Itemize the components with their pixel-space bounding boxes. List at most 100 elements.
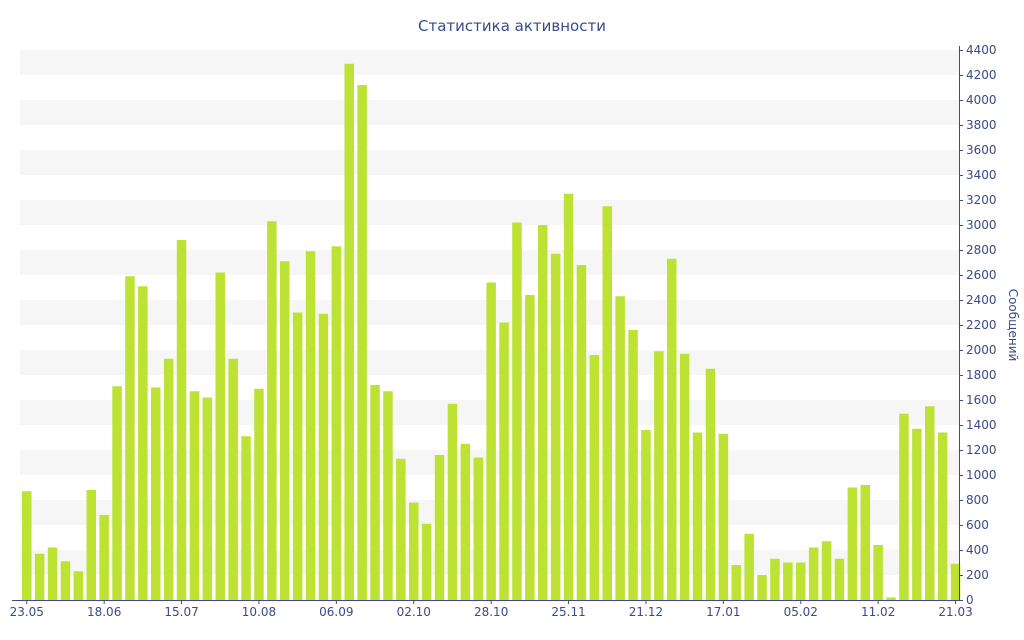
bar-series xyxy=(22,63,961,600)
y-tick-label: 2000 xyxy=(966,343,997,357)
bar xyxy=(808,547,819,600)
bar xyxy=(138,286,148,600)
chart-title: Статистика активности xyxy=(418,17,606,35)
bar xyxy=(615,296,625,600)
y-tick-label: 4200 xyxy=(966,68,997,82)
bar xyxy=(563,193,574,600)
bar xyxy=(641,430,651,600)
y-tick-label: 2800 xyxy=(966,243,997,257)
x-tick-label: 21.12 xyxy=(629,605,663,619)
bar xyxy=(305,251,316,600)
bar xyxy=(34,553,45,600)
bar xyxy=(434,455,445,600)
bar xyxy=(151,387,161,600)
x-tick-label: 02.10 xyxy=(397,605,431,619)
bar xyxy=(654,351,664,600)
x-tick-label: 06.09 xyxy=(319,605,353,619)
bar xyxy=(99,515,109,600)
bar xyxy=(280,261,290,600)
bar xyxy=(499,322,509,600)
bar xyxy=(421,523,432,600)
bar xyxy=(112,386,122,600)
y-tick-label: 1600 xyxy=(966,393,997,407)
y-tick-label: 200 xyxy=(966,568,989,582)
bar xyxy=(409,502,419,600)
bar xyxy=(292,312,303,600)
x-tick-label: 21.03 xyxy=(938,605,972,619)
bar xyxy=(705,368,716,600)
bar xyxy=(486,282,496,600)
bar xyxy=(847,487,858,600)
bar xyxy=(679,353,690,600)
y-tick-label: 600 xyxy=(966,518,989,532)
bar xyxy=(22,491,32,600)
y-tick-label: 2600 xyxy=(966,268,997,282)
grid-band xyxy=(20,150,959,175)
bar xyxy=(383,391,393,600)
x-tick-label: 28.10 xyxy=(474,605,508,619)
y-tick-label: 3400 xyxy=(966,168,997,182)
x-tick-label: 15.07 xyxy=(164,605,198,619)
x-tick-label: 23.05 xyxy=(10,605,44,619)
bar xyxy=(86,490,96,600)
y-axis-label: Сообщений xyxy=(1006,289,1020,362)
bar xyxy=(550,253,561,600)
bar xyxy=(47,547,58,600)
bar xyxy=(692,432,703,600)
bar xyxy=(912,428,922,600)
bar xyxy=(357,85,367,600)
x-tick-label: 10.08 xyxy=(242,605,276,619)
bar xyxy=(576,265,587,600)
bar xyxy=(538,225,548,600)
bar xyxy=(512,222,522,600)
y-tick-label: 1800 xyxy=(966,368,997,382)
bar xyxy=(241,436,251,600)
y-tick-label: 3000 xyxy=(966,218,997,232)
bar xyxy=(950,563,961,600)
bar xyxy=(899,413,909,600)
x-tick-label: 25.11 xyxy=(551,605,585,619)
bar xyxy=(770,558,780,600)
bar xyxy=(731,565,741,600)
y-tick-label: 800 xyxy=(966,493,989,507)
x-tick-label: 18.06 xyxy=(87,605,121,619)
bar xyxy=(718,433,729,600)
y-tick-label: 2200 xyxy=(966,318,997,332)
y-tick-label: 4400 xyxy=(966,43,997,57)
bar xyxy=(189,391,200,600)
grid-band xyxy=(20,250,959,275)
y-tick-label: 3800 xyxy=(966,118,997,132)
bar xyxy=(60,561,71,600)
grid-band xyxy=(20,50,959,75)
bar xyxy=(589,355,600,600)
bar xyxy=(73,571,84,600)
x-axis-ticks: 23.05 18.06 15.07 10.08 06.09 02.10 28.10 25.11… xyxy=(10,600,973,619)
bar xyxy=(821,541,832,600)
bar xyxy=(176,240,187,600)
bar xyxy=(937,432,948,600)
bar xyxy=(460,443,471,600)
bar xyxy=(834,558,845,600)
grid-band xyxy=(20,100,959,125)
bar xyxy=(667,258,677,600)
bar xyxy=(796,562,806,600)
y-axis-ticks: 0 200 400 600 800 1000 1200 1400 1600 1800 2000 220… xyxy=(959,43,997,607)
bar xyxy=(860,485,870,600)
y-tick-label: 400 xyxy=(966,543,989,557)
y-tick-label: 1000 xyxy=(966,468,997,482)
y-tick-label: 0 xyxy=(966,593,974,607)
bar xyxy=(602,206,612,600)
bar xyxy=(267,221,277,600)
bar xyxy=(215,272,225,600)
bar xyxy=(370,385,380,600)
bar xyxy=(783,562,793,600)
bar xyxy=(396,458,406,600)
bar xyxy=(744,533,754,600)
bar xyxy=(331,246,342,600)
grid-band xyxy=(20,200,959,225)
x-tick-label: 17.01 xyxy=(706,605,740,619)
bar xyxy=(318,313,329,600)
bar xyxy=(125,276,135,600)
bar xyxy=(254,388,264,600)
